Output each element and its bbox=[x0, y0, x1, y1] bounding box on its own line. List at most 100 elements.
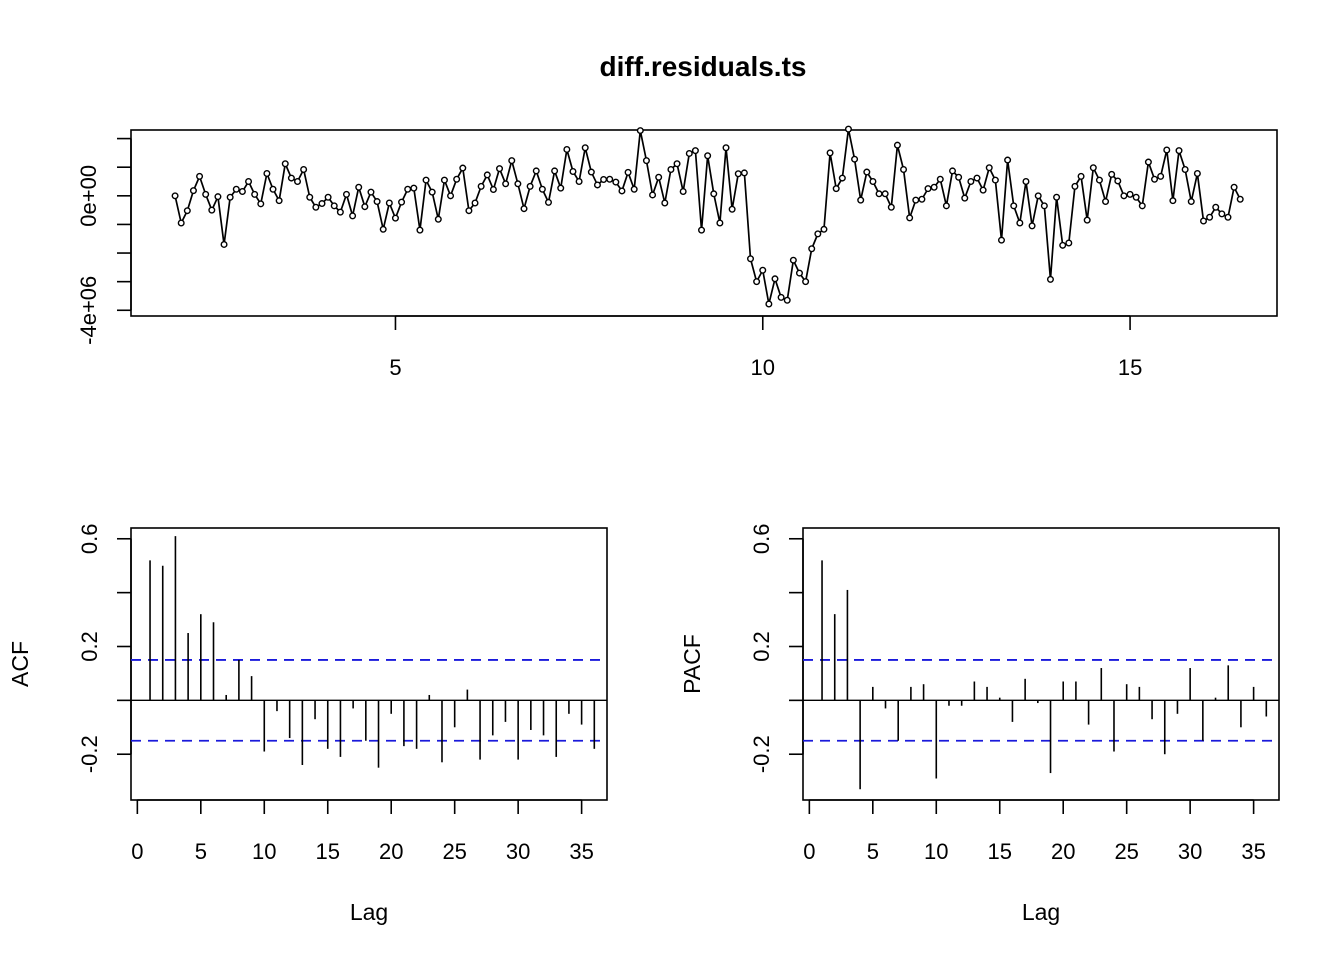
data-point bbox=[1102, 198, 1110, 206]
y-tick-label: 0.6 bbox=[749, 523, 774, 554]
data-point bbox=[1022, 178, 1030, 186]
data-point bbox=[1016, 219, 1024, 227]
data-point bbox=[245, 178, 253, 186]
data-point bbox=[979, 186, 987, 194]
data-point bbox=[1212, 203, 1220, 211]
x-tick-label: 35 bbox=[1241, 839, 1265, 864]
data-point bbox=[465, 207, 473, 215]
data-point bbox=[875, 190, 883, 198]
x-tick-label: 30 bbox=[1178, 839, 1202, 864]
data-point bbox=[955, 173, 963, 181]
data-point bbox=[961, 194, 969, 202]
data-point bbox=[881, 190, 889, 198]
data-point bbox=[1095, 176, 1103, 184]
data-point bbox=[906, 214, 914, 222]
data-point bbox=[808, 245, 816, 253]
acf-panel: -0.2 0.2 0.6 0 5 10 15 20 25 30 35 Lag ACF bbox=[7, 523, 608, 925]
data-point bbox=[440, 176, 448, 184]
data-point bbox=[422, 176, 430, 184]
data-point bbox=[740, 169, 748, 177]
data-point bbox=[1199, 217, 1207, 225]
x-tick-label: 5 bbox=[389, 355, 401, 380]
data-point bbox=[1193, 169, 1201, 177]
data-point bbox=[1071, 182, 1079, 190]
y-axis-title: PACF bbox=[679, 634, 705, 694]
data-point bbox=[281, 160, 289, 168]
x-tick-label: 10 bbox=[924, 839, 948, 864]
data-point bbox=[177, 219, 185, 227]
data-point bbox=[330, 202, 338, 210]
data-point bbox=[967, 178, 975, 186]
x-tick-label: 25 bbox=[1114, 839, 1138, 864]
data-point bbox=[826, 149, 834, 157]
data-point bbox=[636, 127, 644, 135]
data-point bbox=[483, 171, 491, 179]
data-point bbox=[1046, 275, 1054, 283]
data-point bbox=[924, 185, 932, 193]
plot-frame bbox=[130, 129, 1278, 317]
x-tick-label: 10 bbox=[252, 839, 276, 864]
data-point bbox=[753, 278, 761, 286]
data-point bbox=[526, 182, 534, 190]
data-point bbox=[704, 152, 712, 160]
data-point bbox=[820, 225, 828, 233]
data-point bbox=[251, 190, 259, 198]
data-point bbox=[1108, 170, 1116, 178]
data-point bbox=[563, 145, 571, 153]
data-point bbox=[673, 160, 681, 168]
y-tick-label: -0.2 bbox=[77, 735, 102, 773]
data-point bbox=[208, 206, 216, 214]
data-point bbox=[698, 226, 706, 234]
data-point bbox=[838, 174, 846, 182]
data-point bbox=[1169, 197, 1177, 205]
chart-title: diff.residuals.ts bbox=[600, 51, 807, 82]
data-point bbox=[1065, 239, 1073, 247]
data-point bbox=[496, 165, 504, 173]
data-point bbox=[612, 178, 620, 186]
time-series-panel: -4e+06 0e+00 5 10 15 bbox=[76, 125, 1278, 380]
data-point bbox=[1218, 210, 1226, 218]
data-point bbox=[398, 198, 406, 206]
data-point bbox=[1040, 202, 1048, 210]
y-tick-label: 0.2 bbox=[749, 631, 774, 662]
data-point bbox=[447, 192, 455, 200]
data-point bbox=[1120, 192, 1128, 200]
data-point bbox=[385, 199, 393, 207]
data-point bbox=[306, 193, 314, 201]
data-point bbox=[814, 230, 822, 238]
data-point bbox=[349, 212, 357, 220]
data-point bbox=[1151, 175, 1159, 183]
data-point bbox=[912, 196, 920, 204]
data-point bbox=[342, 190, 350, 198]
data-point bbox=[257, 200, 265, 208]
data-point bbox=[196, 172, 204, 180]
data-point bbox=[171, 192, 179, 200]
data-point bbox=[269, 185, 277, 193]
x-tick-label: 0 bbox=[131, 839, 143, 864]
data-point bbox=[489, 186, 497, 194]
data-point bbox=[373, 198, 381, 206]
data-point bbox=[459, 164, 467, 172]
data-point bbox=[581, 144, 589, 152]
data-point bbox=[649, 191, 657, 199]
data-point bbox=[679, 188, 687, 196]
data-point bbox=[642, 157, 650, 165]
plot-frame bbox=[802, 527, 1280, 801]
data-point bbox=[416, 226, 424, 234]
data-point bbox=[520, 205, 528, 213]
data-point bbox=[453, 175, 461, 183]
data-point bbox=[318, 200, 326, 208]
data-point bbox=[544, 198, 552, 206]
data-point bbox=[379, 225, 387, 233]
data-point bbox=[569, 167, 577, 175]
data-point bbox=[789, 256, 797, 264]
data-point bbox=[851, 155, 859, 163]
data-point bbox=[997, 236, 1005, 244]
data-point bbox=[428, 188, 436, 196]
data-point bbox=[949, 167, 957, 175]
data-point bbox=[238, 188, 246, 196]
data-point bbox=[857, 196, 865, 204]
data-point bbox=[294, 178, 302, 186]
data-point bbox=[624, 168, 632, 176]
